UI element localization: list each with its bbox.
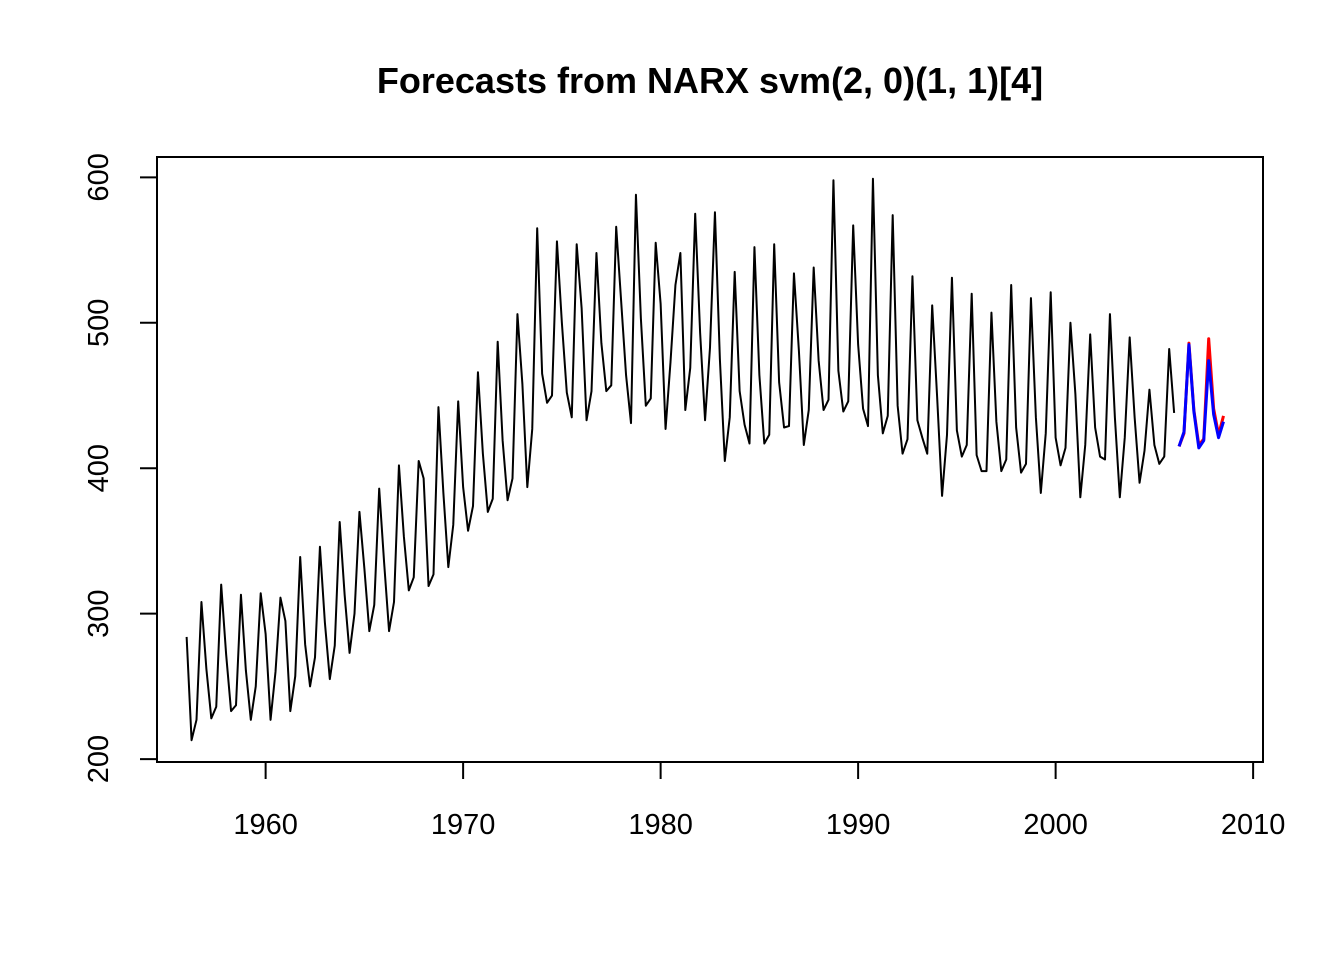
series-line-0	[185, 177, 1176, 742]
y-tick-label: 200	[83, 735, 115, 783]
x-tick-label: 1970	[431, 809, 496, 841]
y-tick-label: 500	[83, 299, 115, 347]
plot-box	[156, 156, 1264, 763]
y-tick-label: 400	[83, 444, 115, 492]
x-tick-label: 1990	[826, 809, 891, 841]
chart-title: Forecasts from NARX svm(2, 0)(1, 1)[4]	[377, 60, 1043, 101]
x-tick-label: 1980	[628, 809, 693, 841]
y-tick-label: 300	[83, 589, 115, 637]
y-tick-label: 600	[83, 153, 115, 201]
x-axis: 1960 1970 1980 1990 2000 2010	[233, 761, 1286, 841]
y-axis: 200 300 400 500 600	[83, 153, 158, 783]
x-tick-label: 1960	[233, 809, 298, 841]
series-layer	[185, 177, 1225, 742]
x-tick-label: 2010	[1221, 809, 1286, 841]
series-line-2	[1177, 343, 1225, 450]
x-tick-label: 2000	[1023, 809, 1088, 841]
